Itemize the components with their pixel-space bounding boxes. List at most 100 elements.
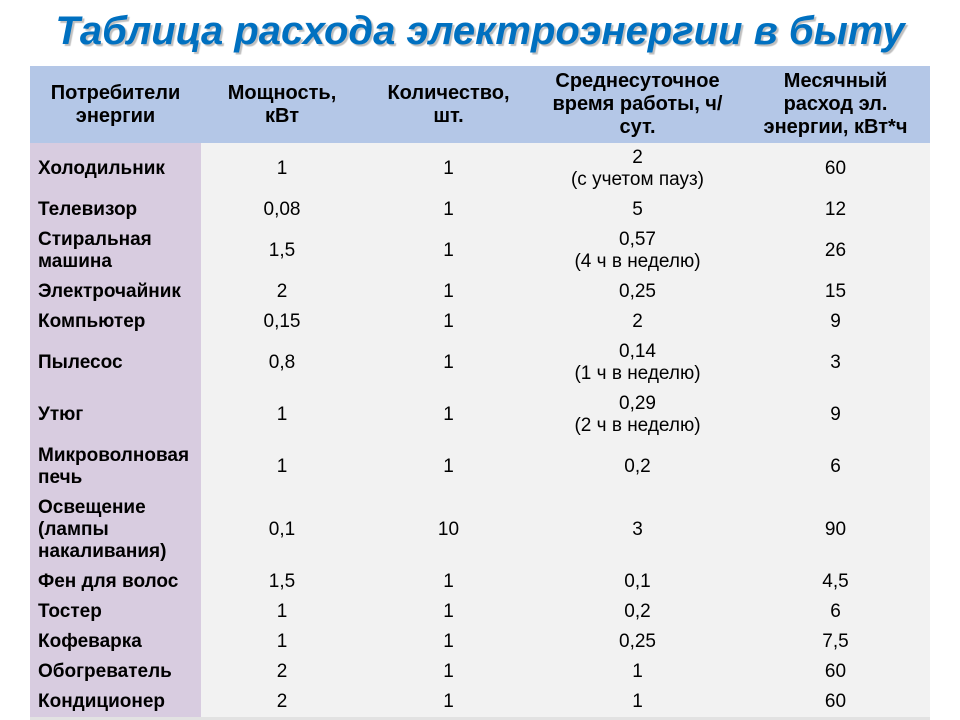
- cell-power: 1: [201, 627, 363, 657]
- table-row: Компьютер0,15129: [30, 307, 930, 337]
- cell-qty: 1: [363, 225, 534, 277]
- cell-power: 0,08: [201, 195, 363, 225]
- cell-power: 2: [201, 687, 363, 717]
- column-header: Количество, шт.: [363, 66, 534, 143]
- row-label: Стиральная машина: [30, 225, 201, 277]
- row-label: Электрочайник: [30, 277, 201, 307]
- cell-time: 1: [534, 687, 741, 717]
- table-row: Стиральная машина1,510,57(4 ч в неделю)2…: [30, 225, 930, 277]
- cell-monthly: 90: [741, 493, 930, 567]
- table-row: Обогреватель21160: [30, 657, 930, 687]
- cell-time-note: (1 ч в неделю): [542, 363, 733, 385]
- cell-time: 1: [534, 657, 741, 687]
- cell-power: 1,5: [201, 567, 363, 597]
- cell-time: 0,57(4 ч в неделю): [534, 225, 741, 277]
- cell-power: 1: [201, 143, 363, 195]
- cell-monthly: 6: [741, 597, 930, 627]
- table-row: Микроволновая печь110,26: [30, 441, 930, 493]
- table-head: Потребители энергииМощность, кВтКоличест…: [30, 66, 930, 143]
- cell-monthly: 60: [741, 657, 930, 687]
- cell-time-value: 2: [542, 147, 733, 169]
- row-label: Освещение (лампы накаливания): [30, 493, 201, 567]
- column-header: Месячный расход эл. энергии, кВт*ч: [741, 66, 930, 143]
- cell-qty: 10: [363, 493, 534, 567]
- cell-monthly: 7,5: [741, 627, 930, 657]
- table-row: Телевизор0,081512: [30, 195, 930, 225]
- table-row: Фен для волос1,510,14,5: [30, 567, 930, 597]
- row-label: Телевизор: [30, 195, 201, 225]
- cell-qty: 1: [363, 143, 534, 195]
- cell-time-value: 0,29: [542, 393, 733, 415]
- cell-monthly: 9: [741, 389, 930, 441]
- row-label: Компьютер: [30, 307, 201, 337]
- table-row: Холодильник112(с учетом пауз)60: [30, 143, 930, 195]
- row-label: Холодильник: [30, 143, 201, 195]
- cell-monthly: 26: [741, 225, 930, 277]
- row-label: Кофеварка: [30, 627, 201, 657]
- cell-time: 2: [534, 307, 741, 337]
- page-title: Таблица расхода электроэнергии в быту: [30, 10, 930, 52]
- cell-power: 0,1: [201, 493, 363, 567]
- row-label: Тостер: [30, 597, 201, 627]
- column-header: Среднесуточное время работы, ч/сут.: [534, 66, 741, 143]
- cell-monthly: 60: [741, 687, 930, 717]
- cell-time-note: (4 ч в неделю): [542, 251, 733, 273]
- cell-time: 0,2: [534, 597, 741, 627]
- cell-qty: 1: [363, 195, 534, 225]
- cell-qty: 1: [363, 441, 534, 493]
- row-label: Обогреватель: [30, 657, 201, 687]
- cell-time: 0,1: [534, 567, 741, 597]
- table-row: Электрочайник210,2515: [30, 277, 930, 307]
- cell-time: 2(с учетом пауз): [534, 143, 741, 195]
- cell-power: 1,5: [201, 225, 363, 277]
- cell-power: 2: [201, 277, 363, 307]
- column-header: Мощность, кВт: [201, 66, 363, 143]
- cell-power: 0,15: [201, 307, 363, 337]
- cell-monthly: 3: [741, 337, 930, 389]
- cell-time: 5: [534, 195, 741, 225]
- cell-qty: 1: [363, 277, 534, 307]
- table-row: Кофеварка110,257,5: [30, 627, 930, 657]
- cell-monthly: 9: [741, 307, 930, 337]
- cell-monthly: 12: [741, 195, 930, 225]
- cell-qty: 1: [363, 687, 534, 717]
- cell-monthly: 60: [741, 143, 930, 195]
- cell-time: 0,2: [534, 441, 741, 493]
- cell-qty: 1: [363, 307, 534, 337]
- cell-time-note: (2 ч в неделю): [542, 415, 733, 437]
- table-body: Холодильник112(с учетом пауз)60Телевизор…: [30, 143, 930, 720]
- table-row: Кондиционер21160: [30, 687, 930, 717]
- cell-power: 1: [201, 441, 363, 493]
- cell-monthly: 6: [741, 441, 930, 493]
- table-row: Тостер110,26: [30, 597, 930, 627]
- cell-power: 2: [201, 657, 363, 687]
- cell-monthly: 4,5: [741, 567, 930, 597]
- row-label: Кондиционер: [30, 687, 201, 717]
- cell-qty: 1: [363, 597, 534, 627]
- table-row: Освещение (лампы накаливания)0,110390: [30, 493, 930, 567]
- energy-table: Потребители энергииМощность, кВтКоличест…: [30, 66, 930, 720]
- cell-qty: 1: [363, 567, 534, 597]
- table-row: Пылесос0,810,14(1 ч в неделю)3: [30, 337, 930, 389]
- row-label: Пылесос: [30, 337, 201, 389]
- cell-qty: 1: [363, 657, 534, 687]
- cell-time-note: (с учетом пауз): [542, 169, 733, 191]
- column-header: Потребители энергии: [30, 66, 201, 143]
- cell-qty: 1: [363, 389, 534, 441]
- cell-time: 0,29(2 ч в неделю): [534, 389, 741, 441]
- cell-power: 1: [201, 389, 363, 441]
- row-label: Фен для волос: [30, 567, 201, 597]
- cell-time: 0,25: [534, 627, 741, 657]
- cell-time-value: 0,14: [542, 341, 733, 363]
- cell-monthly: 15: [741, 277, 930, 307]
- row-label: Микроволновая печь: [30, 441, 201, 493]
- row-label: Утюг: [30, 389, 201, 441]
- cell-power: 0,8: [201, 337, 363, 389]
- cell-qty: 1: [363, 337, 534, 389]
- header-row: Потребители энергииМощность, кВтКоличест…: [30, 66, 930, 143]
- cell-time: 0,14(1 ч в неделю): [534, 337, 741, 389]
- cell-power: 1: [201, 597, 363, 627]
- cell-qty: 1: [363, 627, 534, 657]
- cell-time-value: 0,57: [542, 229, 733, 251]
- table-row: Утюг110,29(2 ч в неделю)9: [30, 389, 930, 441]
